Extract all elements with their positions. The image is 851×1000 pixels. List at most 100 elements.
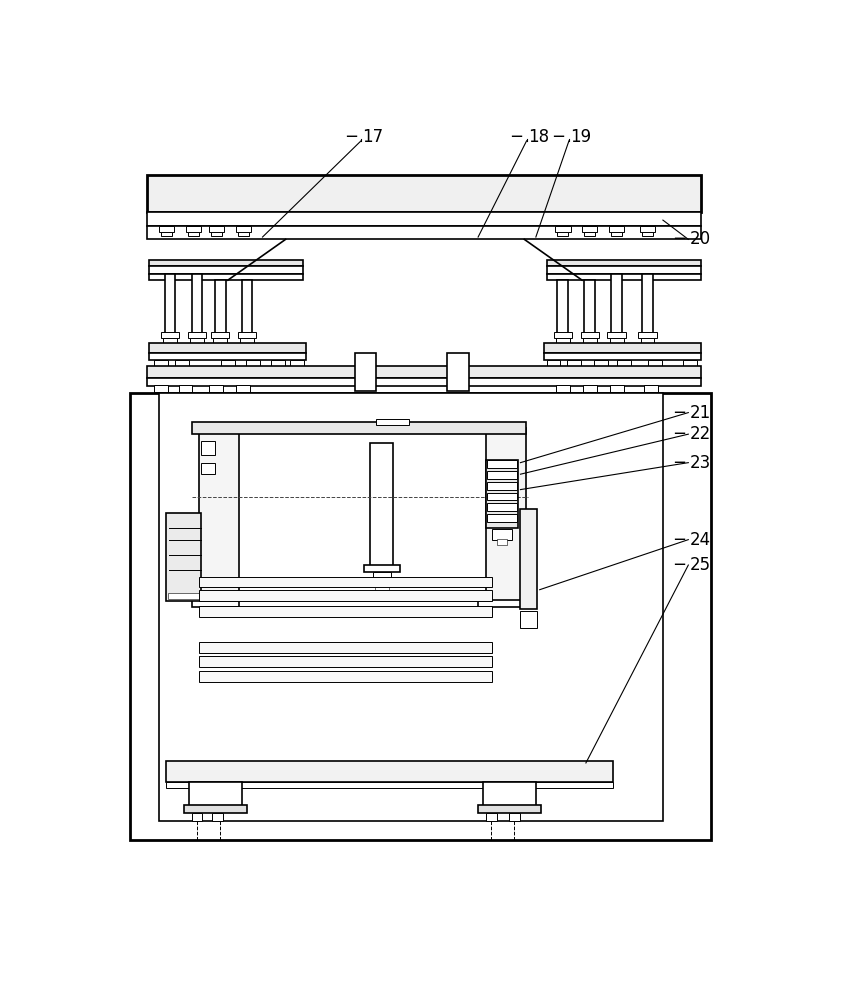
Bar [147, 175, 701, 212]
Bar [214, 280, 226, 336]
Text: ─: ─ [675, 404, 684, 422]
Bar [583, 385, 597, 392]
Bar [375, 584, 389, 591]
Bar [643, 232, 653, 236]
Bar [364, 565, 400, 572]
Bar [648, 360, 662, 366]
Bar [238, 332, 256, 338]
Bar [191, 274, 203, 336]
Bar [478, 805, 541, 813]
Bar [376, 419, 408, 425]
Bar [585, 280, 595, 336]
Bar [147, 366, 701, 378]
Bar [640, 226, 655, 232]
Bar [609, 226, 625, 232]
Bar [546, 360, 561, 366]
Bar [643, 274, 653, 336]
Bar [191, 600, 239, 607]
Bar [370, 443, 393, 567]
Bar [166, 513, 201, 601]
Bar [608, 332, 626, 338]
Text: ─: ─ [675, 454, 684, 472]
Bar [161, 332, 180, 338]
Text: ─: ─ [675, 425, 684, 443]
Bar [161, 232, 172, 236]
Bar [553, 332, 572, 338]
Bar [547, 266, 701, 274]
Text: ─: ─ [511, 128, 521, 146]
Bar [168, 593, 201, 599]
Bar [130, 393, 711, 840]
Bar [199, 590, 492, 601]
Bar [158, 226, 174, 232]
Bar [154, 360, 168, 366]
Bar [208, 226, 224, 232]
Bar [184, 805, 247, 813]
Bar [199, 606, 492, 617]
Bar [199, 656, 492, 667]
Bar [641, 338, 654, 344]
Bar [165, 274, 175, 336]
Bar [214, 338, 227, 344]
Bar [149, 353, 306, 360]
Text: ─: ─ [553, 128, 563, 146]
Bar [149, 343, 306, 353]
Bar [147, 226, 701, 239]
Bar [147, 212, 701, 226]
Bar [373, 572, 391, 586]
Bar [547, 274, 701, 280]
Bar [556, 385, 569, 392]
Bar [271, 360, 285, 366]
Bar [242, 280, 253, 336]
Bar [149, 266, 303, 274]
Bar [246, 360, 260, 366]
Bar [188, 332, 206, 338]
Bar [174, 360, 189, 366]
Text: 20: 20 [690, 230, 711, 248]
Bar [237, 385, 250, 392]
Bar [211, 232, 222, 236]
Bar [488, 482, 517, 490]
Bar [547, 260, 701, 266]
Text: 18: 18 [528, 128, 549, 146]
Bar [618, 360, 631, 366]
Bar [488, 514, 517, 522]
Bar [611, 232, 622, 236]
Bar [166, 782, 613, 788]
Bar [488, 493, 517, 500]
Bar [201, 463, 214, 474]
Bar [555, 226, 570, 232]
Text: ─: ─ [675, 556, 684, 574]
Bar [236, 226, 251, 232]
Text: ─: ─ [346, 128, 356, 146]
Bar [544, 353, 701, 360]
Bar [240, 338, 254, 344]
Bar [497, 539, 507, 545]
Bar [594, 360, 608, 366]
Bar [190, 338, 204, 344]
Bar [568, 360, 581, 366]
Bar [191, 813, 203, 821]
Bar [580, 332, 599, 338]
Bar [213, 813, 223, 821]
Text: 24: 24 [690, 531, 711, 549]
Bar [509, 813, 520, 821]
Bar [488, 460, 517, 468]
Bar [158, 393, 663, 821]
Bar [149, 260, 303, 266]
Bar [179, 385, 192, 392]
Text: ─: ─ [675, 230, 684, 248]
Bar [683, 360, 697, 366]
Bar [488, 503, 517, 511]
Bar [583, 338, 597, 344]
Bar [191, 422, 526, 434]
Bar [557, 280, 568, 336]
Bar [478, 600, 526, 607]
Text: 17: 17 [363, 128, 384, 146]
Bar [488, 471, 517, 479]
Bar [163, 338, 177, 344]
Text: 23: 23 [690, 454, 711, 472]
Bar [209, 385, 223, 392]
Bar [521, 509, 537, 609]
Bar [290, 360, 304, 366]
